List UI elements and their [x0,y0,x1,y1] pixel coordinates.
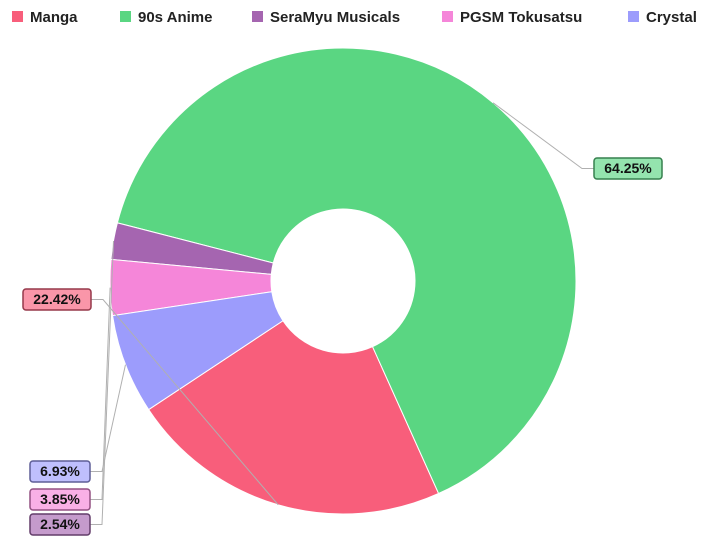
data-label-box [29,488,91,511]
data-label-box [29,513,91,536]
leader-line-90s-anime [492,102,594,169]
data-label-value: 64.25% [604,160,652,176]
data-label-box [29,460,91,483]
data-labels: 22.42% 64.25% 2.54% 3.85% 6.93% [22,157,663,536]
leader-lines [90,102,594,525]
legend-item-90s-anime[interactable]: 90s Anime [120,9,212,26]
legend-swatch [120,11,131,22]
legend-item-pgsm-tokusatsu[interactable]: PGSM Tokusatsu [442,9,582,26]
legend-swatch [12,11,23,22]
legend-label: PGSM Tokusatsu [460,9,582,26]
leader-line-crystal [90,364,126,472]
data-label-value: 22.42% [33,291,81,307]
data-label-90s-anime: 64.25% [593,157,663,180]
legend: Manga 90s Anime SeraMyu Musicals PGSM Tokus… [12,9,697,26]
legend-swatch [628,11,639,22]
data-label-value: 6.93% [40,463,80,479]
data-label-crystal: 6.93% [29,460,91,483]
data-label-manga: 22.42% [22,288,92,311]
legend-label: Crystal [646,9,697,26]
slice-crystal[interactable] [112,291,284,411]
data-label-pgsm-tokusatsu: 3.85% [29,488,91,511]
data-label-value: 2.54% [40,516,80,532]
leader-line-seramyu-musicals [90,240,114,525]
data-label-box [22,288,92,311]
slices [109,47,577,515]
data-label-seramyu-musicals: 2.54% [29,513,91,536]
legend-label: 90s Anime [138,9,212,26]
legend-swatch [442,11,453,22]
legend-item-manga[interactable]: Manga [12,9,78,26]
slice-manga[interactable] [148,320,440,515]
data-label-value: 3.85% [40,491,80,507]
legend-label: Manga [30,9,78,26]
legend-item-crystal[interactable]: Crystal [628,9,697,26]
legend-swatch [252,11,263,22]
slice-90s-anime[interactable] [116,47,577,495]
legend-item-seramyu-musicals[interactable]: SeraMyu Musicals [252,9,400,26]
leader-line-pgsm-tokusatsu [90,287,111,500]
data-label-box [593,157,663,180]
leader-line-manga [91,299,279,506]
legend-label: SeraMyu Musicals [270,9,400,26]
